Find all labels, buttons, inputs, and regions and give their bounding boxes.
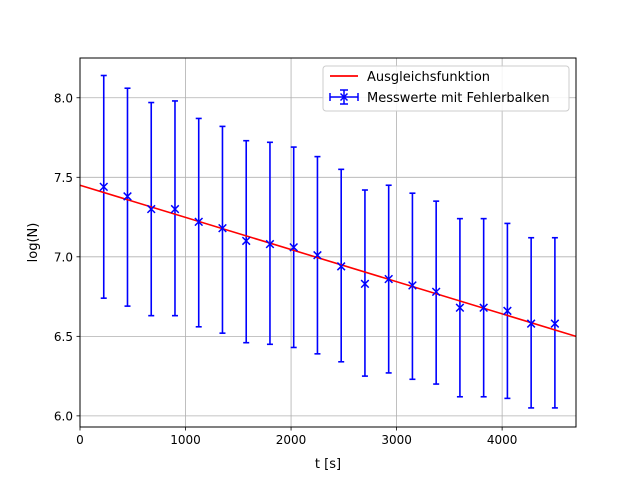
data-point-marker [265, 239, 275, 249]
fit-line-group [79, 184, 577, 338]
data-point-marker [384, 274, 394, 284]
data-point-marker [455, 303, 465, 313]
legend-points-swatch [329, 89, 359, 105]
data-point-marker [503, 306, 512, 316]
data-point-marker [479, 303, 488, 313]
x-tick-label: 0 [76, 433, 84, 447]
data-point-marker [360, 279, 370, 289]
data-point-marker [550, 319, 560, 328]
y-tick-label: 7.0 [54, 250, 73, 264]
data-point-marker [408, 281, 417, 290]
data-point-marker [194, 217, 204, 227]
legend: Ausgleichsfunktion Messwerte mit Fehlerb… [322, 65, 570, 112]
data-point-marker [313, 250, 322, 260]
legend-fit-label: Ausgleichsfunktion [367, 70, 490, 85]
x-tick-label: 3000 [381, 433, 412, 447]
plot-area [80, 58, 576, 427]
y-ticks: 6.0 6.5 7.0 7.5 8.0 [54, 91, 80, 423]
error-bar [219, 125, 226, 334]
x-tick-label: 1000 [170, 433, 201, 447]
data-point-marker [99, 182, 109, 192]
data-point-marker [289, 242, 299, 252]
data-point-marker [123, 192, 132, 201]
data-point-marker [170, 204, 180, 214]
fit-line [79, 184, 577, 338]
data-points [99, 182, 560, 328]
x-tick-label: 4000 [487, 433, 518, 447]
legend-points-label: Messwerte mit Fehlerbalken [367, 91, 550, 106]
data-point-marker [431, 287, 441, 297]
data-point-marker [218, 223, 227, 233]
data-point-marker [241, 236, 251, 246]
data-point-marker [336, 262, 346, 271]
x-axis-label: t [s] [315, 457, 341, 472]
plot-frame [79, 57, 577, 428]
y-tick-label: 6.0 [54, 409, 73, 423]
y-axis-label: log(N) [26, 223, 41, 263]
y-tick-label: 8.0 [54, 91, 73, 105]
data-point-marker [146, 204, 156, 214]
y-tick-label: 7.5 [54, 171, 73, 185]
y-tick-label: 6.5 [54, 330, 73, 344]
x-ticks: 0 1000 2000 3000 4000 [76, 427, 517, 447]
x-tick-label: 2000 [276, 433, 307, 447]
data-point-marker [526, 319, 536, 328]
legend-box [322, 65, 570, 112]
